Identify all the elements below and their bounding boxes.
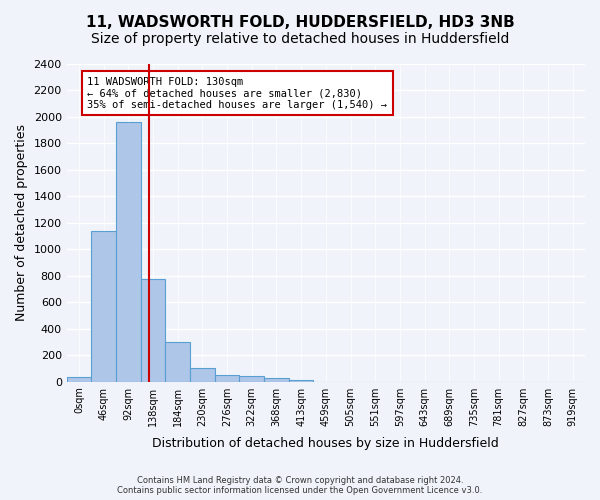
Bar — [141, 279, 166, 382]
Bar — [215, 376, 239, 382]
Bar — [190, 368, 215, 382]
Bar — [91, 231, 116, 382]
Bar — [166, 342, 190, 382]
X-axis label: Distribution of detached houses by size in Huddersfield: Distribution of detached houses by size … — [152, 437, 499, 450]
Y-axis label: Number of detached properties: Number of detached properties — [15, 124, 28, 322]
Bar — [67, 377, 91, 382]
Bar — [289, 380, 313, 382]
Text: Contains HM Land Registry data © Crown copyright and database right 2024.
Contai: Contains HM Land Registry data © Crown c… — [118, 476, 482, 495]
Text: 11 WADSWORTH FOLD: 130sqm
← 64% of detached houses are smaller (2,830)
35% of se: 11 WADSWORTH FOLD: 130sqm ← 64% of detac… — [88, 76, 388, 110]
Bar — [264, 378, 289, 382]
Text: Size of property relative to detached houses in Huddersfield: Size of property relative to detached ho… — [91, 32, 509, 46]
Text: 11, WADSWORTH FOLD, HUDDERSFIELD, HD3 3NB: 11, WADSWORTH FOLD, HUDDERSFIELD, HD3 3N… — [86, 15, 514, 30]
Bar — [239, 376, 264, 382]
Bar — [116, 122, 141, 382]
